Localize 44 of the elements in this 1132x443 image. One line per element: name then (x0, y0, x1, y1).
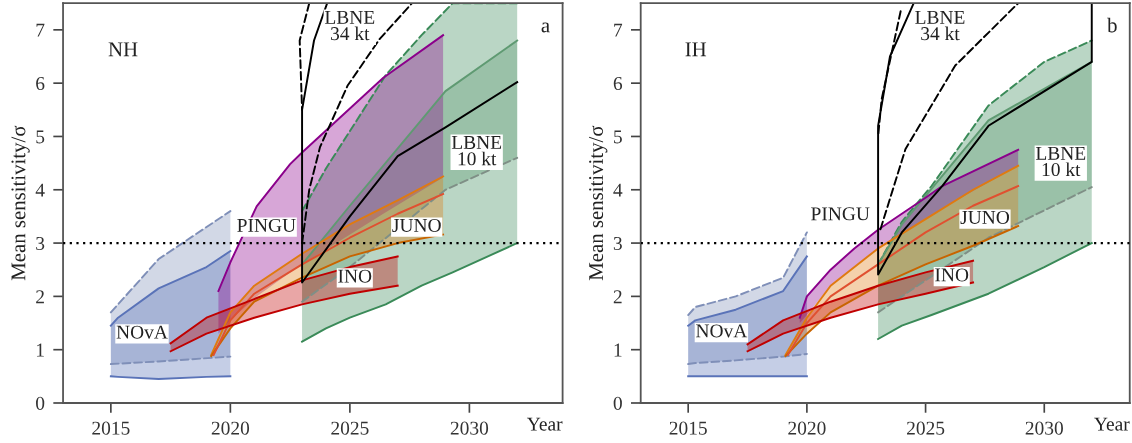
x-tick-label: 2025 (906, 421, 945, 435)
x-tick-label: 2015 (669, 421, 707, 435)
y-tick-label: 0 (36, 396, 45, 410)
x-tick-label: 2015 (92, 421, 130, 435)
y-tick-label: 7 (614, 23, 623, 37)
x-tick-label: 2020 (211, 421, 250, 435)
y-tick-label: 7 (36, 23, 45, 37)
y-tick-label: 0 (613, 396, 622, 410)
y-axis-title: Mean sensitivity/σ (11, 125, 30, 281)
y-tick-label: 3 (613, 236, 622, 251)
y-tick-label: 1 (614, 343, 622, 357)
annotation: NOvA (696, 324, 748, 338)
annotation: INO (338, 269, 372, 283)
annotation: IH (685, 42, 707, 57)
annotation: NOvA (116, 325, 168, 339)
annotation: a (541, 22, 550, 33)
y-axis-title: Mean sensitivity/σ (589, 125, 608, 281)
annotation: LBNE 10 kt (451, 136, 502, 166)
x-axis-title: Year (1094, 417, 1130, 431)
annotation: NH (108, 42, 138, 57)
y-tick-label: 6 (613, 77, 623, 91)
y-tick-label: 5 (614, 130, 622, 144)
x-tick-label: 2030 (450, 421, 489, 435)
y-tick-label: 4 (613, 183, 623, 197)
annotation: LBNE 34 kt (324, 10, 375, 41)
y-tick-label: 6 (36, 77, 45, 91)
x-tick-label: 2030 (1025, 421, 1063, 435)
y-tick-label: 2 (613, 290, 622, 304)
annotation: PINGU (237, 218, 296, 232)
x-tick-label: 2025 (331, 421, 369, 435)
y-tick-label: 2 (36, 290, 44, 304)
annotation: JUNO (960, 210, 1010, 224)
annotation: LBNE 10 kt (1035, 146, 1086, 177)
y-tick-label: 1 (36, 343, 44, 357)
x-tick-label: 2020 (788, 421, 826, 435)
annotation: PINGU (811, 207, 870, 221)
annotation: INO (935, 268, 969, 282)
annotation: JUNO (392, 218, 441, 232)
x-axis-title: Year (526, 417, 563, 431)
y-tick-label: 5 (36, 130, 45, 144)
annotation: b (1107, 17, 1117, 33)
y-tick-label: 4 (35, 183, 45, 197)
y-tick-label: 3 (36, 236, 45, 251)
annotation: LBNE 34 kt (915, 10, 965, 41)
